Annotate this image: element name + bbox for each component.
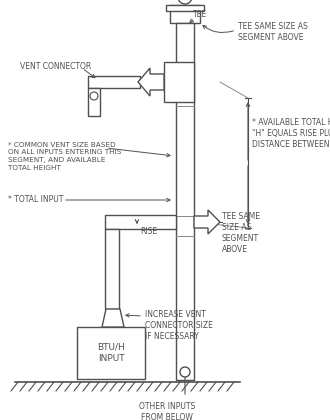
Polygon shape [194, 210, 220, 234]
Bar [88, 88, 100, 116]
Text: * TOTAL INPUT: * TOTAL INPUT [8, 195, 63, 205]
Text: VENT CONNECTOR: VENT CONNECTOR [20, 62, 91, 71]
Bar [170, 5, 200, 23]
Text: TEE: TEE [193, 10, 207, 19]
Text: * AVAILABLE TOTAL HEIGHT
"H" EQUALS RISE PLUS
DISTANCE BETWEEN TEES: * AVAILABLE TOTAL HEIGHT "H" EQUALS RISE… [252, 118, 330, 149]
Polygon shape [102, 309, 124, 327]
Text: OTHER INPUTS
FROM BELOW: OTHER INPUTS FROM BELOW [139, 402, 195, 420]
Text: RISE: RISE [140, 227, 157, 236]
Text: * COMMON VENT SIZE BASED
ON ALL INPUTS ENTERING THIS
SEGMENT, AND AVAILABLE
TOTA: * COMMON VENT SIZE BASED ON ALL INPUTS E… [8, 142, 121, 171]
Bar [164, 62, 194, 102]
Polygon shape [138, 68, 164, 96]
Text: INCREASE VENT
CONNECTOR SIZE
IF NECESSARY: INCREASE VENT CONNECTOR SIZE IF NECESSAR… [145, 310, 213, 341]
Circle shape [180, 367, 190, 377]
Bar [77, 327, 145, 379]
Bar [88, 76, 140, 88]
Text: TEE SAME
SIZE AS
SEGMENT
ABOVE: TEE SAME SIZE AS SEGMENT ABOVE [222, 212, 260, 254]
Circle shape [178, 0, 192, 4]
Bar [176, 23, 194, 380]
Text: BTU/H
INPUT: BTU/H INPUT [97, 343, 125, 363]
Bar [166, 5, 204, 11]
Bar [105, 215, 176, 229]
Bar [105, 229, 119, 309]
Text: TEE SAME SIZE AS
SEGMENT ABOVE: TEE SAME SIZE AS SEGMENT ABOVE [238, 22, 308, 42]
Circle shape [90, 92, 98, 100]
